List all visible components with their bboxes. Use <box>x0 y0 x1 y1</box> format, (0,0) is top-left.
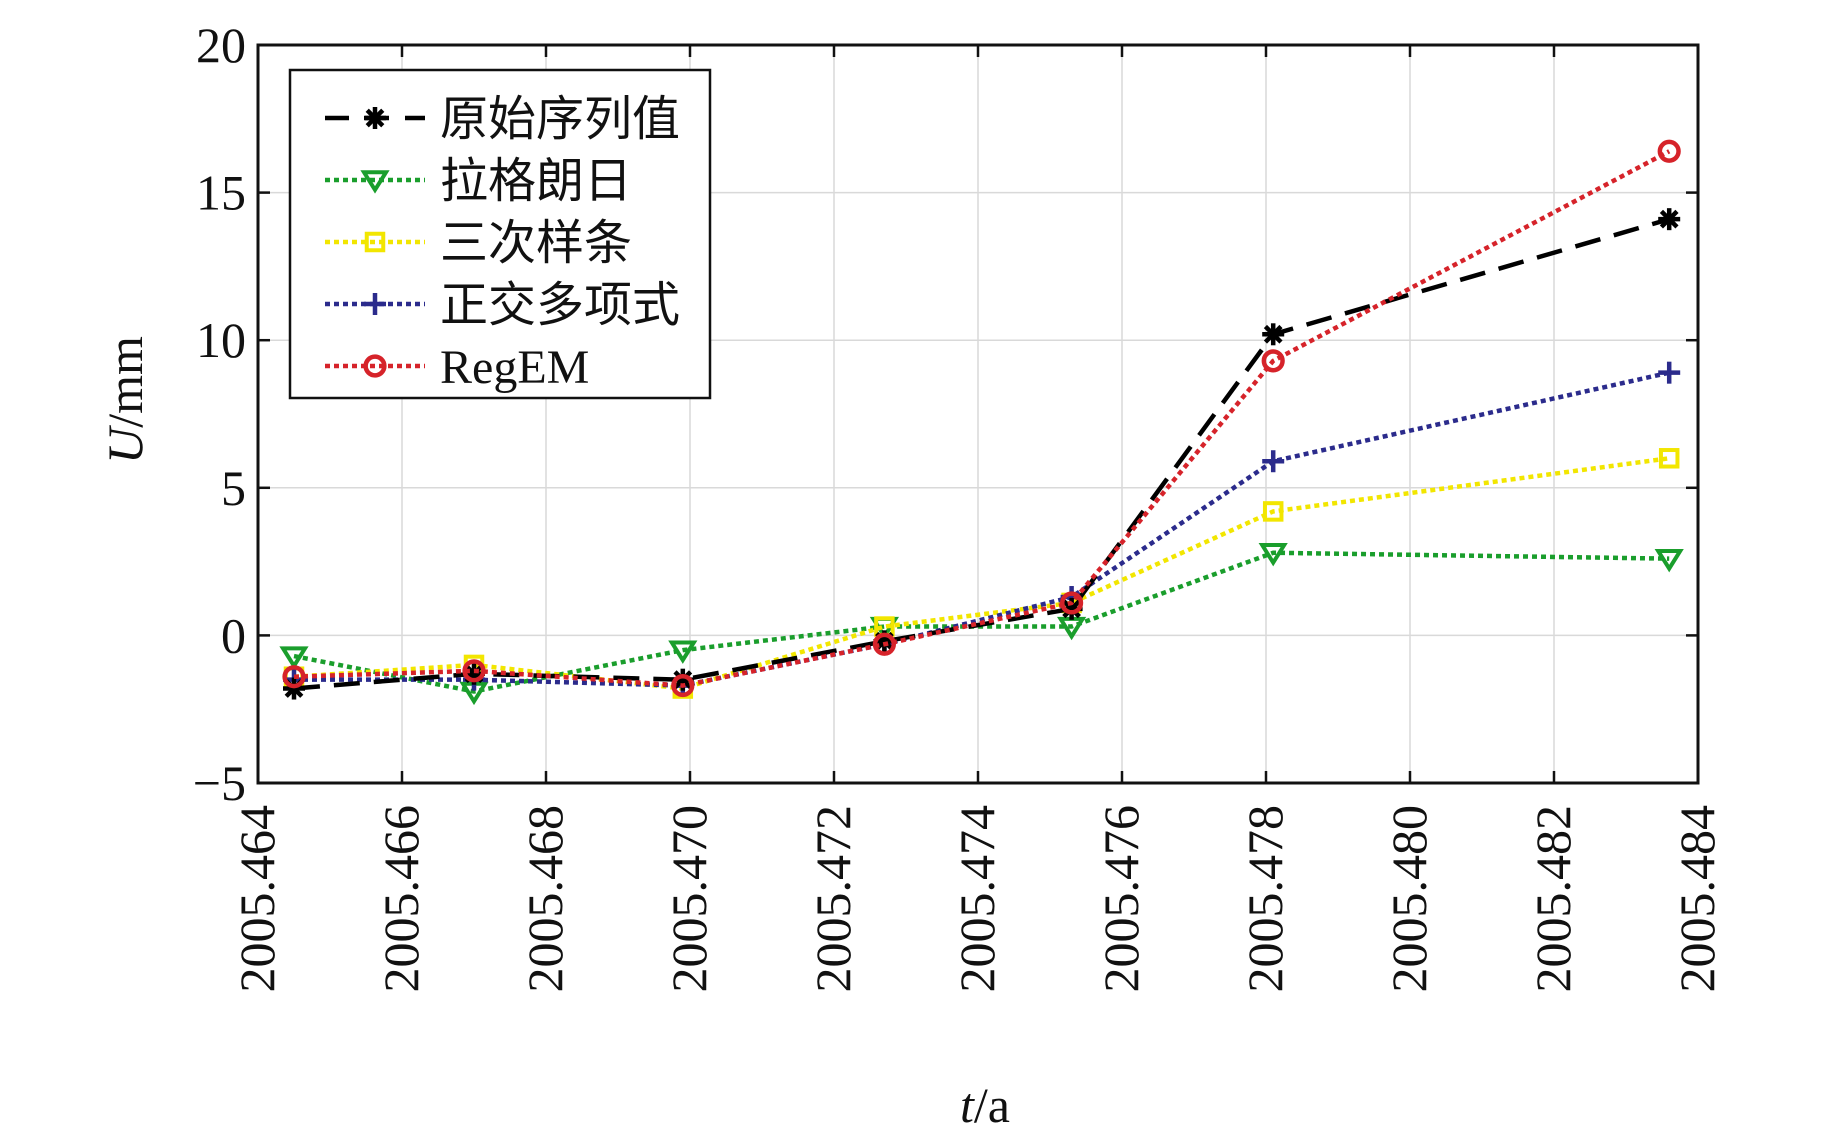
legend-label: 正交多项式 <box>440 279 680 332</box>
data-point-circle <box>1657 139 1681 163</box>
y-tick-label: 0 <box>221 607 246 663</box>
legend-box <box>288 68 712 400</box>
x-tick-label: 2005.480 <box>1381 805 1437 993</box>
data-point-circle <box>363 354 387 378</box>
x-tick-label: 2005.478 <box>1237 805 1293 993</box>
series-line <box>293 149 1671 688</box>
x-tick-label: 2005.464 <box>229 805 285 993</box>
data-point-square <box>1262 501 1284 522</box>
x-tick-label: 2005.476 <box>1093 805 1149 993</box>
legend-entry: 原始序列值 <box>325 93 680 146</box>
x-tick-label: 2005.482 <box>1525 805 1581 993</box>
data-point-asterisk <box>1262 323 1285 346</box>
legend-entry: 拉格朗日 <box>325 155 632 208</box>
legend-label: 三次样条 <box>440 217 632 270</box>
data-point-circle <box>1060 591 1084 615</box>
data-point-plus <box>1262 450 1285 473</box>
x-axis-label: t/a <box>960 1077 1010 1133</box>
x-tick-label: 2005.474 <box>949 805 1005 993</box>
x-axis-ticks: 2005.464 2005.466 2005.468 2005.470 2005.472… <box>229 45 1725 993</box>
legend-entry: RegEM <box>325 341 589 394</box>
y-axis-unit: /mm <box>97 336 153 428</box>
x-tick-label: 2005.484 <box>1669 805 1725 993</box>
x-tick-label: 2005.468 <box>517 805 573 993</box>
data-point-asterisk <box>364 107 386 129</box>
asterisk-stroke <box>1263 324 1283 344</box>
data-point-triangle <box>1654 548 1684 573</box>
y-axis-ticks: 20 15 10 5 0 −5 <box>193 17 1698 811</box>
y-axis-variable: U <box>97 425 153 464</box>
data-point-triangle <box>279 646 309 670</box>
data-point-square <box>364 231 386 253</box>
legend-label: 拉格朗日 <box>440 155 632 208</box>
x-tick-label: 2005.472 <box>805 805 861 993</box>
x-axis-variable: t <box>960 1077 975 1133</box>
y-tick-label: 15 <box>196 165 246 221</box>
y-axis-label: U/mm <box>97 336 153 464</box>
data-point-plus <box>364 293 386 315</box>
legend-entry: 正交多项式 <box>325 279 680 332</box>
legend-entry: 三次样条 <box>325 217 632 270</box>
y-tick-label: 5 <box>221 460 246 516</box>
data-point-circle <box>671 673 695 698</box>
asterisk-stroke <box>365 108 385 128</box>
data-point-triangle <box>360 170 390 194</box>
legend-label: 原始序列值 <box>440 93 680 146</box>
y-tick-label: 20 <box>196 17 246 73</box>
data-point-circle <box>1261 349 1285 373</box>
x-axis-unit: /a <box>974 1077 1010 1133</box>
asterisk-stroke <box>1062 599 1081 619</box>
asterisk-stroke <box>673 670 693 690</box>
data-point-triangle <box>668 640 698 664</box>
asterisk-stroke <box>1659 209 1679 229</box>
data-point-triangle <box>1258 543 1288 567</box>
data-point-circle <box>282 665 306 689</box>
data-point-asterisk <box>1658 208 1681 231</box>
legend-label: RegEM <box>440 341 589 394</box>
series-5 <box>282 139 1681 698</box>
data-point-plus <box>1658 361 1681 384</box>
x-tick-label: 2005.470 <box>661 805 717 993</box>
x-tick-label: 2005.466 <box>373 805 429 993</box>
y-tick-label: −5 <box>193 755 246 811</box>
data-series <box>279 139 1684 706</box>
series-line <box>293 550 1670 694</box>
y-tick-label: 10 <box>196 312 246 368</box>
data-point-circle <box>872 632 897 656</box>
data-point-circle <box>462 659 486 683</box>
data-point-square <box>1658 448 1680 469</box>
